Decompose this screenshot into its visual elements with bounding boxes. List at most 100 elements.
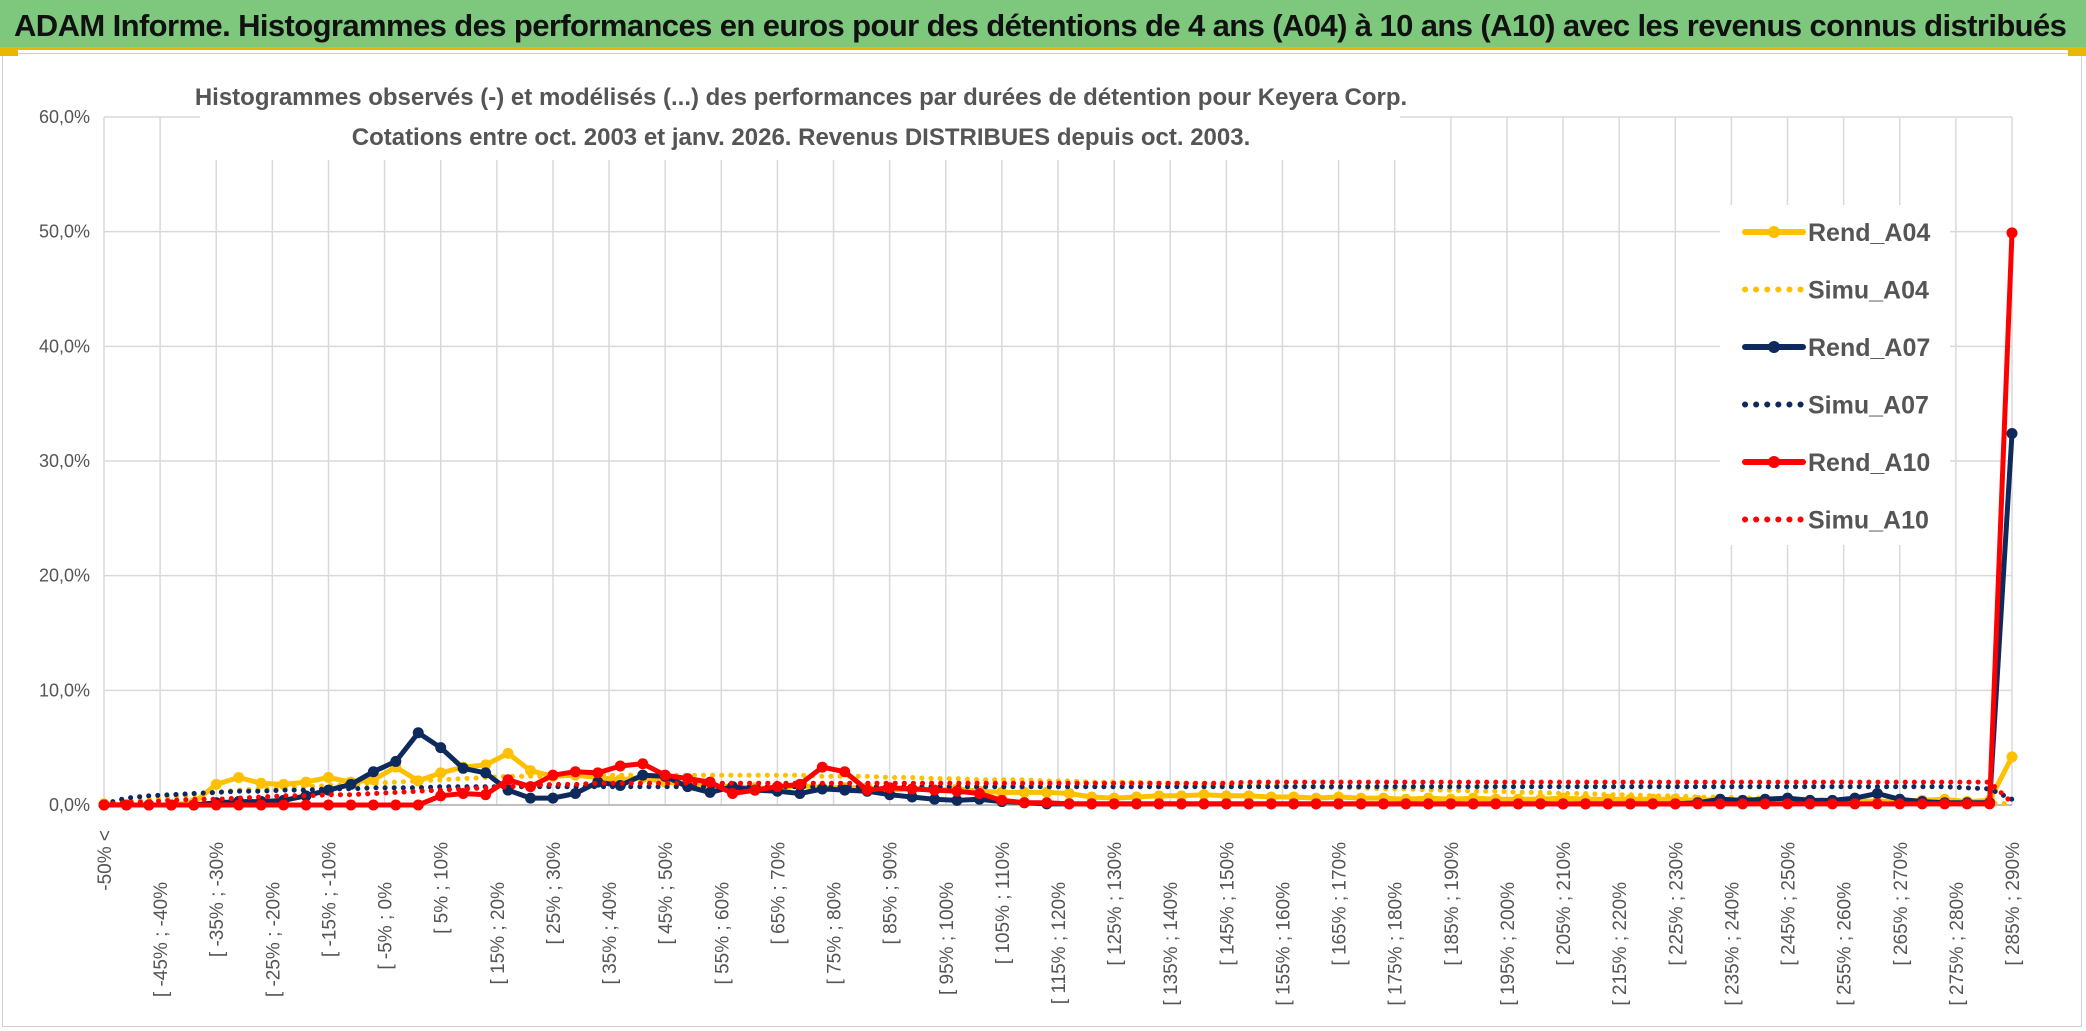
data-point xyxy=(569,766,581,778)
data-point xyxy=(412,799,424,811)
series-line-simu-a10 xyxy=(101,779,2015,807)
data-point xyxy=(435,767,447,779)
data-point xyxy=(1759,798,1771,810)
data-point xyxy=(906,791,918,803)
x-tick-label: [ 195% ; 200% xyxy=(1498,882,1519,1006)
data-point xyxy=(839,766,851,778)
data-point xyxy=(1063,788,1075,800)
x-tick-label: [ 175% ; 180% xyxy=(1386,882,1407,1006)
x-tick-label: [ 255% ; 260% xyxy=(1835,882,1856,1006)
data-point xyxy=(1580,798,1592,810)
data-point xyxy=(614,760,626,772)
data-point xyxy=(1445,798,1457,810)
data-point xyxy=(1422,798,1434,810)
chart-frame xyxy=(2,53,2082,1027)
y-tick-label: 0,0% xyxy=(49,795,90,815)
data-point xyxy=(1849,798,1861,810)
x-tick-label: [ 235% ; 240% xyxy=(1722,882,1743,1006)
x-tick-label: [ 45% ; 50% xyxy=(656,842,677,945)
x-tick-label: [ -25% ; -20% xyxy=(263,882,284,997)
x-tick-label: [ 165% ; 170% xyxy=(1330,842,1351,966)
data-point xyxy=(704,786,716,798)
data-point xyxy=(210,778,222,790)
data-point xyxy=(929,784,941,796)
data-point xyxy=(1175,798,1187,810)
data-point xyxy=(1198,798,1210,810)
legend-label: Rend_A07 xyxy=(1808,334,1930,362)
data-point xyxy=(1692,798,1704,810)
chart-title: Histogrammes observés (-) et modélisés (… xyxy=(195,84,1407,111)
data-point xyxy=(233,799,245,811)
data-point xyxy=(1288,798,1300,810)
x-tick-label: [ 155% ; 160% xyxy=(1273,882,1294,1006)
data-point xyxy=(816,761,828,773)
x-tick-label: [ -35% ; -30% xyxy=(207,842,228,957)
data-point xyxy=(457,762,469,774)
data-point xyxy=(524,792,536,804)
data-point xyxy=(727,788,739,800)
data-point xyxy=(480,759,492,771)
data-point xyxy=(1826,798,1838,810)
x-tick-label: [ -15% ; -10% xyxy=(319,842,340,957)
legend-label: Simu_A07 xyxy=(1808,392,1929,420)
series-line-simu-a07 xyxy=(101,784,2015,807)
frame-corner-accent xyxy=(2068,50,2086,56)
data-point xyxy=(592,767,604,779)
data-point xyxy=(255,799,267,811)
data-point xyxy=(524,765,536,777)
legend-marker xyxy=(1768,341,1780,353)
x-tick-label: [ 135% ; 140% xyxy=(1161,882,1182,1006)
data-point xyxy=(322,771,334,783)
x-tick-label: [ 15% ; 20% xyxy=(488,882,509,985)
y-tick-label: 50,0% xyxy=(39,222,90,242)
data-point xyxy=(1557,798,1569,810)
frame-corner-accent xyxy=(0,50,18,56)
x-tick-label: [ 35% ; 40% xyxy=(600,882,621,985)
data-point xyxy=(1490,798,1502,810)
data-point xyxy=(2006,427,2018,439)
x-tick-label: [ 215% ; 220% xyxy=(1610,882,1631,1006)
data-point xyxy=(412,775,424,787)
data-point xyxy=(412,727,424,739)
data-point xyxy=(1377,798,1389,810)
page-title: ADAM Informe. Histogrammes des performan… xyxy=(14,8,2067,43)
x-tick-label: [ 185% ; 190% xyxy=(1442,842,1463,966)
data-point xyxy=(906,783,918,795)
legend-label: Rend_A04 xyxy=(1808,219,1930,247)
x-tick-label: [ -5% ; 0% xyxy=(376,882,397,970)
data-point xyxy=(1175,790,1187,802)
data-point xyxy=(1018,797,1030,809)
data-point xyxy=(278,799,290,811)
data-point xyxy=(1333,798,1345,810)
data-point xyxy=(1265,798,1277,810)
data-point xyxy=(322,799,334,811)
data-point xyxy=(435,790,447,802)
y-tick-label: 10,0% xyxy=(39,680,90,700)
data-point xyxy=(2006,227,2018,239)
data-point xyxy=(1063,798,1075,810)
data-point xyxy=(1737,798,1749,810)
data-point xyxy=(1041,786,1053,798)
data-point xyxy=(749,784,761,796)
x-tick-label: [ 285% ; 290% xyxy=(2003,842,2024,966)
x-tick-label: [ 95% ; 100% xyxy=(937,882,958,995)
x-tick-label: [ 265% ; 270% xyxy=(1891,842,1912,966)
data-point xyxy=(1669,798,1681,810)
x-tick-label: [ 105% ; 110% xyxy=(993,842,1014,964)
data-point xyxy=(1198,789,1210,801)
data-point xyxy=(973,788,985,800)
legend-label: Simu_A04 xyxy=(1808,277,1929,305)
legend-label: Simu_A10 xyxy=(1808,507,1929,535)
data-point xyxy=(1467,798,1479,810)
data-point xyxy=(1310,798,1322,810)
data-point xyxy=(1018,786,1030,798)
data-point xyxy=(951,785,963,797)
data-point xyxy=(390,799,402,811)
data-point xyxy=(255,777,267,789)
x-tick-label: [ 205% ; 210% xyxy=(1554,842,1575,966)
header-banner: ADAM Informe. Histogrammes des performan… xyxy=(0,0,2086,50)
legend-label: Rend_A10 xyxy=(1808,449,1930,477)
data-point xyxy=(1647,798,1659,810)
data-point xyxy=(1243,798,1255,810)
